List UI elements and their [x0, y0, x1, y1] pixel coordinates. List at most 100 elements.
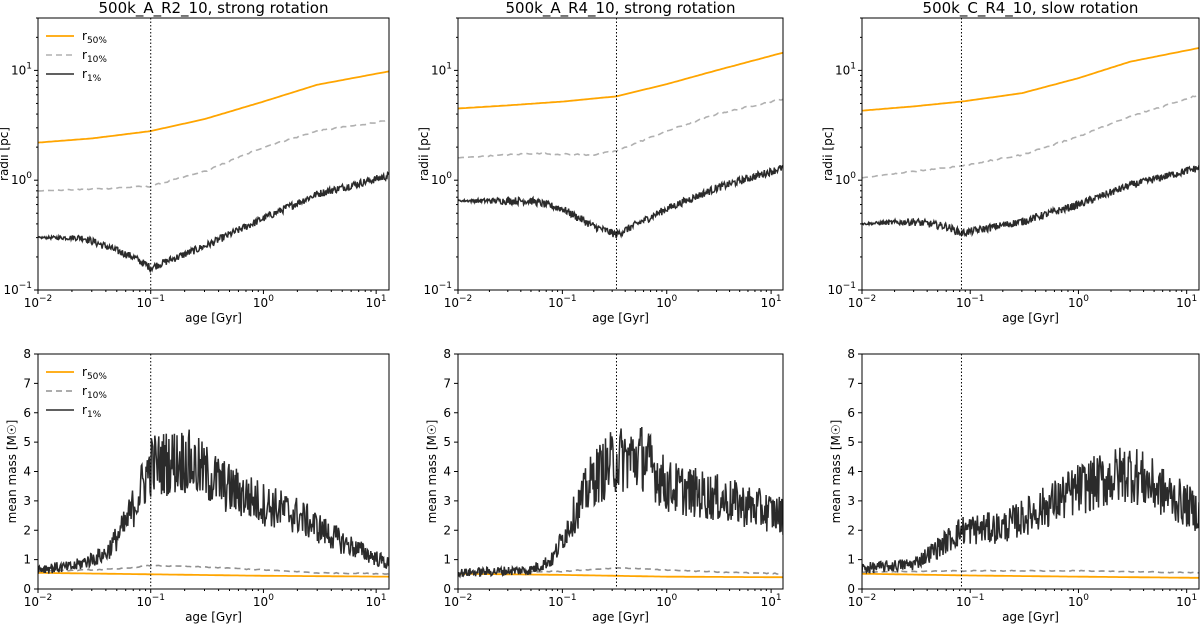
chart-title: 500k_C_R4_10, slow rotation — [923, 0, 1139, 18]
y-tick-label: 1 — [23, 553, 31, 567]
y-tick-label: 8 — [847, 347, 855, 361]
plot-area — [862, 447, 1199, 579]
legend-label-subscript: 10% — [87, 391, 107, 401]
x-tick-label: 100 — [656, 294, 677, 310]
y-tick-label: 5 — [443, 435, 451, 449]
x-tick-label: 101 — [761, 294, 782, 310]
axes-frame — [457, 353, 784, 590]
y-tick-label: 4 — [443, 465, 451, 479]
y-tick-label: 2 — [23, 523, 31, 537]
x-axis-label: age [Gyr] — [1002, 311, 1059, 325]
x-tick-label: 100 — [1068, 294, 1089, 310]
x-tick-label: 100 — [1068, 593, 1089, 609]
plot-area — [458, 426, 783, 579]
y-axis-label: mean mass [M☉] — [425, 420, 439, 524]
y-axis-label: radii [pc] — [0, 127, 11, 181]
series-line-r50pct — [862, 47, 1199, 112]
legend-label: r10% — [82, 384, 107, 401]
x-axis-label: age [Gyr] — [592, 311, 649, 325]
y-tick-label: 101 — [11, 61, 32, 77]
y-tick-label: 1 — [847, 553, 855, 567]
x-tick-label: 100 — [253, 294, 274, 310]
legend-label: r50% — [82, 365, 107, 382]
axes-frame — [37, 17, 390, 291]
y-axis-label: radii [pc] — [417, 127, 431, 181]
series-line-r10pct — [862, 94, 1199, 179]
series-line-r1pct — [38, 170, 389, 274]
x-tick-label: 10−2 — [848, 593, 877, 609]
axes-frame — [37, 353, 390, 590]
axes-frame — [861, 353, 1200, 590]
legend-label-subscript: 1% — [87, 410, 102, 420]
x-tick-label: 10−1 — [548, 593, 577, 609]
series-line-r10pct — [38, 119, 389, 192]
legend-label-base: r — [82, 48, 87, 62]
y-tick-label: 5 — [847, 435, 855, 449]
y-tick-label: 10−1 — [423, 281, 452, 297]
y-axis-label: radii [pc] — [821, 127, 835, 181]
x-tick-label: 10−2 — [848, 294, 877, 310]
x-axis-label: age [Gyr] — [592, 610, 649, 624]
legend-label-subscript: 50% — [87, 372, 107, 382]
y-tick-label: 6 — [847, 406, 855, 420]
series-line-r1pct — [862, 165, 1199, 238]
legend-label: r1% — [82, 67, 102, 84]
y-tick-label: 2 — [847, 523, 855, 537]
y-tick-label: 3 — [23, 494, 31, 508]
legend-label: r50% — [82, 29, 107, 46]
x-tick-label: 10−2 — [444, 294, 473, 310]
legend-label-base: r — [82, 365, 87, 379]
x-tick-label: 10−1 — [956, 294, 985, 310]
legend-label-base: r — [82, 403, 87, 417]
plot-area — [458, 51, 783, 239]
y-tick-label: 2 — [443, 523, 451, 537]
y-tick-label: 100 — [835, 171, 856, 187]
y-tick-label: 0 — [443, 582, 451, 596]
x-tick-label: 10−2 — [24, 294, 53, 310]
chart-title: 500k_A_R2_10, strong rotation — [99, 0, 329, 18]
y-tick-label: 3 — [443, 494, 451, 508]
x-tick-label: 10−2 — [24, 593, 53, 609]
series-line-r50pct — [38, 571, 389, 578]
x-tick-label: 10−1 — [956, 593, 985, 609]
series-line-r50pct — [862, 572, 1199, 579]
x-tick-label: 101 — [366, 593, 387, 609]
y-tick-label: 4 — [23, 465, 31, 479]
y-tick-label: 4 — [847, 465, 855, 479]
y-tick-label: 8 — [23, 347, 31, 361]
plot-area — [38, 70, 389, 274]
y-tick-label: 5 — [23, 435, 31, 449]
series-line-r10pct — [862, 569, 1199, 574]
x-tick-label: 10−2 — [444, 593, 473, 609]
x-tick-label: 10−1 — [548, 294, 577, 310]
legend-label-subscript: 50% — [87, 36, 107, 46]
legend-label: r1% — [82, 403, 102, 420]
x-axis-label: age [Gyr] — [185, 311, 242, 325]
legend-label-subscript: 1% — [87, 74, 102, 84]
axes-frame — [861, 17, 1200, 291]
x-tick-label: 10−1 — [136, 294, 165, 310]
y-tick-label: 10−1 — [3, 281, 32, 297]
y-tick-label: 101 — [431, 61, 452, 77]
y-tick-label: 6 — [443, 406, 451, 420]
y-tick-label: 6 — [23, 406, 31, 420]
legend-label-base: r — [82, 29, 87, 43]
legend: r50%r10%r1% — [46, 29, 107, 84]
series-line-r10pct — [458, 98, 783, 159]
y-axis-label: mean mass [M☉] — [5, 420, 19, 524]
y-tick-label: 100 — [11, 171, 32, 187]
y-tick-label: 7 — [443, 376, 451, 390]
series-line-r1pct — [38, 429, 389, 574]
legend-label-subscript: 10% — [87, 55, 107, 65]
x-tick-label: 101 — [1176, 294, 1197, 310]
y-tick-label: 101 — [835, 61, 856, 77]
axes-frame — [457, 17, 784, 291]
x-axis-label: age [Gyr] — [185, 610, 242, 624]
x-axis-label: age [Gyr] — [1002, 610, 1059, 624]
x-tick-label: 101 — [761, 593, 782, 609]
x-tick-label: 100 — [253, 593, 274, 609]
